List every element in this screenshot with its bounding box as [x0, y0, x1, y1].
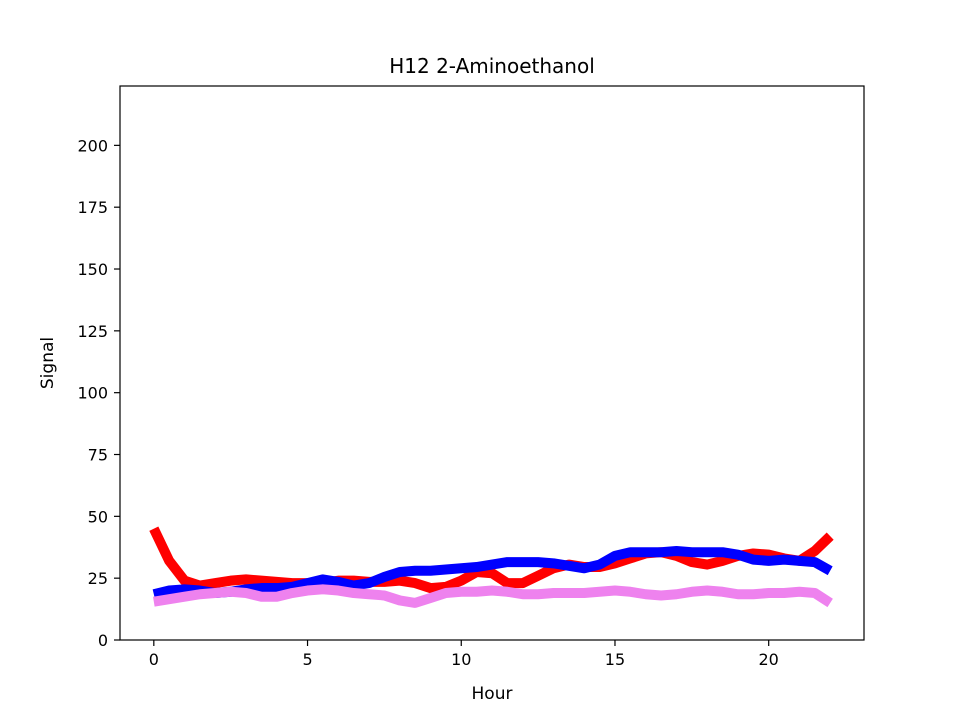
plot-frame	[119, 85, 865, 641]
y-tick-label: 0	[98, 631, 108, 650]
plot-area	[119, 85, 865, 641]
y-axis-title: Signal	[38, 337, 58, 389]
y-tick-label: 175	[77, 198, 108, 217]
y-axis: 0 25 50 75 100 125 150 175 200	[77, 136, 120, 650]
y-tick-label: 25	[88, 569, 108, 588]
y-tick-label: 100	[77, 384, 108, 403]
x-tick-label: 0	[149, 650, 159, 669]
y-tick-label: 150	[77, 260, 108, 279]
chart-title: H12 2-Aminoethanol	[389, 54, 595, 78]
y-tick-label: 75	[88, 446, 108, 465]
y-tick-label: 50	[88, 507, 108, 526]
x-tick-label: 10	[451, 650, 471, 669]
series-line-1	[149, 526, 834, 594]
y-tick-label: 200	[77, 136, 108, 155]
x-tick-label: 20	[759, 650, 779, 669]
x-axis-title: Hour	[472, 684, 513, 704]
x-tick-label: 5	[302, 650, 312, 669]
y-tick-label: 125	[77, 322, 108, 341]
x-tick-label: 15	[605, 650, 625, 669]
x-axis: 0 5 10 15 20	[149, 640, 779, 669]
series-line-3	[153, 584, 833, 608]
series-layer	[149, 526, 834, 608]
series-line-2	[152, 545, 833, 600]
